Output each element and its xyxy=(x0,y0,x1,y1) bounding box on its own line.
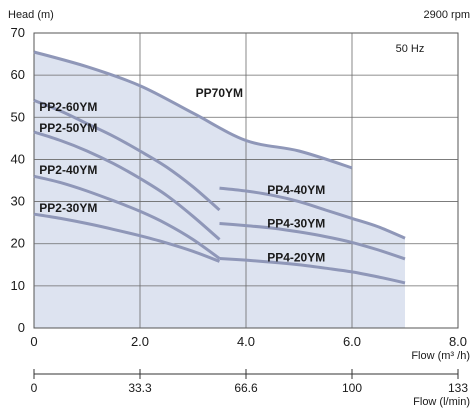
curve-pp4-20ym xyxy=(219,257,406,285)
rpm-label: 2900 rpm xyxy=(424,9,470,21)
curve-layer xyxy=(33,50,406,285)
curve-pp4-40ym xyxy=(219,186,406,240)
flow-lmin-axis-label: Flow (l/min) xyxy=(413,396,470,408)
x-tick-label-m3h: 2.0 xyxy=(131,334,149,349)
y-tick-label: 20 xyxy=(11,236,25,251)
frequency-label: 50 Hz xyxy=(396,43,425,55)
series-label-pp2-50ym: PP2-50YM xyxy=(39,121,97,135)
series-label-pp2-40ym: PP2-40YM xyxy=(39,163,97,177)
y-tick-label: 0 xyxy=(18,320,25,335)
flow-m3h-axis-label: Flow (m³ /h) xyxy=(411,350,470,362)
y-tick-label: 50 xyxy=(11,109,25,124)
x-tick-label-m3h: 4.0 xyxy=(237,334,255,349)
series-label-pp4-20ym: PP4-20YM xyxy=(267,250,325,264)
curve-pp4-30ym xyxy=(219,222,406,261)
curve-pp70ym xyxy=(33,50,353,170)
y-tick-label: 30 xyxy=(11,194,25,209)
curve-pp2-40ym xyxy=(33,174,221,260)
curve-pp2-30ym xyxy=(33,212,221,263)
series-label-pp2-30ym: PP2-30YM xyxy=(39,201,97,215)
x-tick-label-lmin: 100 xyxy=(342,381,362,395)
series-label-pp70ym: PP70YM xyxy=(196,86,243,100)
series-label-pp2-60ym: PP2-60YM xyxy=(39,100,97,114)
y-tick-label: 60 xyxy=(11,67,25,82)
curve-pp2-60ym xyxy=(33,99,221,212)
shaded-region-pp4 xyxy=(219,188,405,328)
x-tick-label-lmin: 33.3 xyxy=(128,381,152,395)
y-tick-label: 40 xyxy=(11,151,25,166)
secondary-flow-axis: 0 33.3 66.6 100 133 xyxy=(31,369,468,395)
series-label-pp4-40ym: PP4-40YM xyxy=(267,183,325,197)
curve-pp2-50ym xyxy=(33,130,221,241)
x-tick-labels-m3h: 0 2.0 4.0 6.0 8.0 xyxy=(30,334,467,349)
x-tick-label-lmin: 66.6 xyxy=(234,381,258,395)
head-axis-label: Head (m) xyxy=(8,9,54,21)
shaded-operating-region xyxy=(34,52,405,328)
x-tick-label-m3h: 6.0 xyxy=(343,334,361,349)
x-tick-label-m3h: 8.0 xyxy=(449,334,467,349)
x-tick-label-lmin: 0 xyxy=(31,381,38,395)
series-labels: PP70YM PP2-60YM PP2-50YM PP2-40YM PP2-30YM PP… xyxy=(39,86,325,264)
x-tick-label-lmin: 133 xyxy=(448,381,468,395)
y-tick-labels: 0 10 20 30 40 50 60 70 xyxy=(11,25,25,335)
y-tick-label: 70 xyxy=(11,25,25,40)
series-label-pp4-30ym: PP4-30YM xyxy=(267,217,325,231)
x-tick-label-m3h: 0 xyxy=(30,334,37,349)
y-tick-label: 10 xyxy=(11,278,25,293)
text-layer: Head (m) 2900 rpm 50 Hz Flow (m³ /h) Flo… xyxy=(8,9,470,408)
